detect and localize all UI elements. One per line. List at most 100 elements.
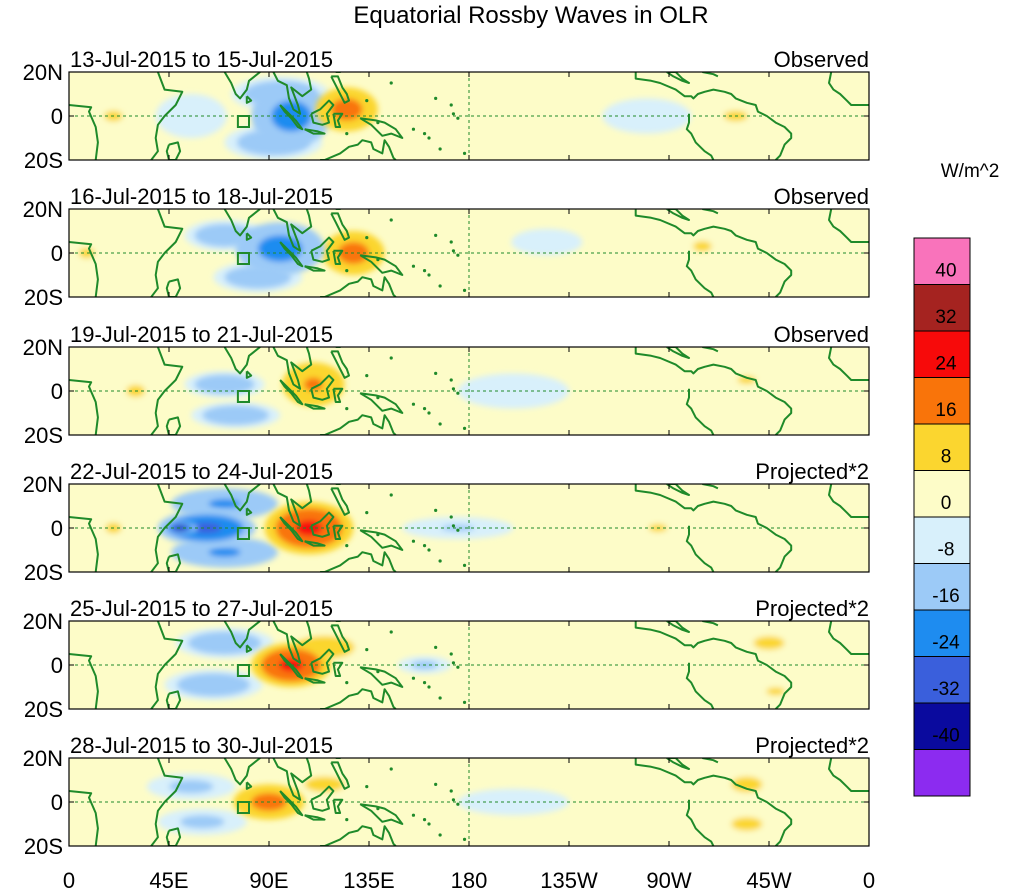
anomaly-blob [175,627,274,659]
anomaly-blob [397,656,452,674]
coastline [320,276,397,297]
island [422,544,427,548]
coastline [702,347,719,353]
y-tick-label: 0 [51,516,63,541]
island [427,548,431,552]
coastline [320,139,397,160]
y-tick-label: 20N [23,60,63,85]
island [451,524,456,528]
coastline [666,347,690,359]
coastline [828,347,869,381]
colorbar: 40 32 24 16 8 0 -8 -16 -24 -32 -40 [913,237,971,797]
coastline [272,209,313,252]
island [422,681,427,685]
island [345,818,349,822]
anomaly-blob [213,261,303,293]
coastline [310,99,335,126]
coastlines [69,72,869,160]
coastline [335,72,342,73]
coastline [702,72,719,78]
coastline [634,347,793,435]
coastlines [69,484,869,572]
panel-3: 20N 0 20S 19-Jul-2015 to 21-Jul-2015 Observe… [23,322,870,448]
anomaly-blob [184,371,265,398]
coastline [245,232,253,241]
anomaly-blob [191,402,281,429]
coastline [69,653,99,709]
coastline [165,278,182,297]
coastline [310,236,335,263]
coastline [272,758,313,801]
colorbar-level-label: 16 [935,400,956,421]
island [345,681,349,685]
island [411,676,416,680]
coastline [310,374,335,401]
island [365,236,369,240]
coastline [69,241,99,297]
coastline [150,621,184,709]
panel-2: 20N 0 20S 16-Jul-2015 to 18-Jul-2015 Observe… [23,184,870,310]
anomaly-contour [198,680,229,690]
y-tick-label: 0 [51,104,63,129]
coastline [634,758,793,846]
y-tick-label: 20S [24,285,63,310]
island [345,269,349,273]
island [422,407,427,411]
coastline [359,392,404,414]
coastline [828,484,869,518]
anomaly-contour [174,526,186,530]
panel-period: 13-Jul-2015 to 15-Jul-2015 [70,47,333,72]
island [422,818,427,822]
anomaly-contour [189,817,216,826]
island [411,539,416,543]
panel-period: 22-Jul-2015 to 24-Jul-2015 [70,459,333,484]
island [422,132,427,136]
anomaly-blob [164,669,263,701]
coastline [335,758,342,759]
coastline [150,209,184,297]
island [376,121,380,125]
colorbar-unit-label: W/m^2 [941,161,1000,182]
island [427,273,431,277]
coastline [304,540,326,547]
coastline [304,265,326,272]
coastline [332,661,344,677]
coastline [310,785,335,812]
coastline [685,662,715,709]
coastline [310,648,335,675]
colorbar-level-label: -8 [938,540,955,561]
coastline [702,758,719,764]
coastline [685,799,715,846]
island [462,700,467,705]
panel-period: 16-Jul-2015 to 18-Jul-2015 [70,184,333,209]
island [365,785,369,789]
island [389,81,393,85]
coastline [330,487,350,516]
coastline [245,370,253,379]
x-tick-label: 180 [451,868,488,890]
colorbar-swatch [913,377,971,425]
y-tick-label: 20S [24,148,63,173]
coastline [828,621,869,655]
coastline [272,347,313,390]
island [376,258,380,262]
coastline [666,758,690,770]
coastline [165,141,182,160]
anomaly-blob [162,521,198,535]
island [345,407,349,411]
island [411,127,416,131]
island [411,402,416,406]
coastline [304,128,326,135]
coastline [279,653,304,680]
panel-kind: Observed [774,184,869,209]
coastline [666,621,690,633]
coastline [330,212,350,241]
coastline [666,72,690,84]
y-tick-label: 0 [51,790,63,815]
x-axis: 0 45E 90E 135E 180 135W 90W 45W 0 [63,868,875,890]
y-tick-label: 20S [24,697,63,722]
y-tick-label: 0 [51,379,63,404]
colorbar-swatch [913,749,971,797]
coastline [272,484,313,527]
